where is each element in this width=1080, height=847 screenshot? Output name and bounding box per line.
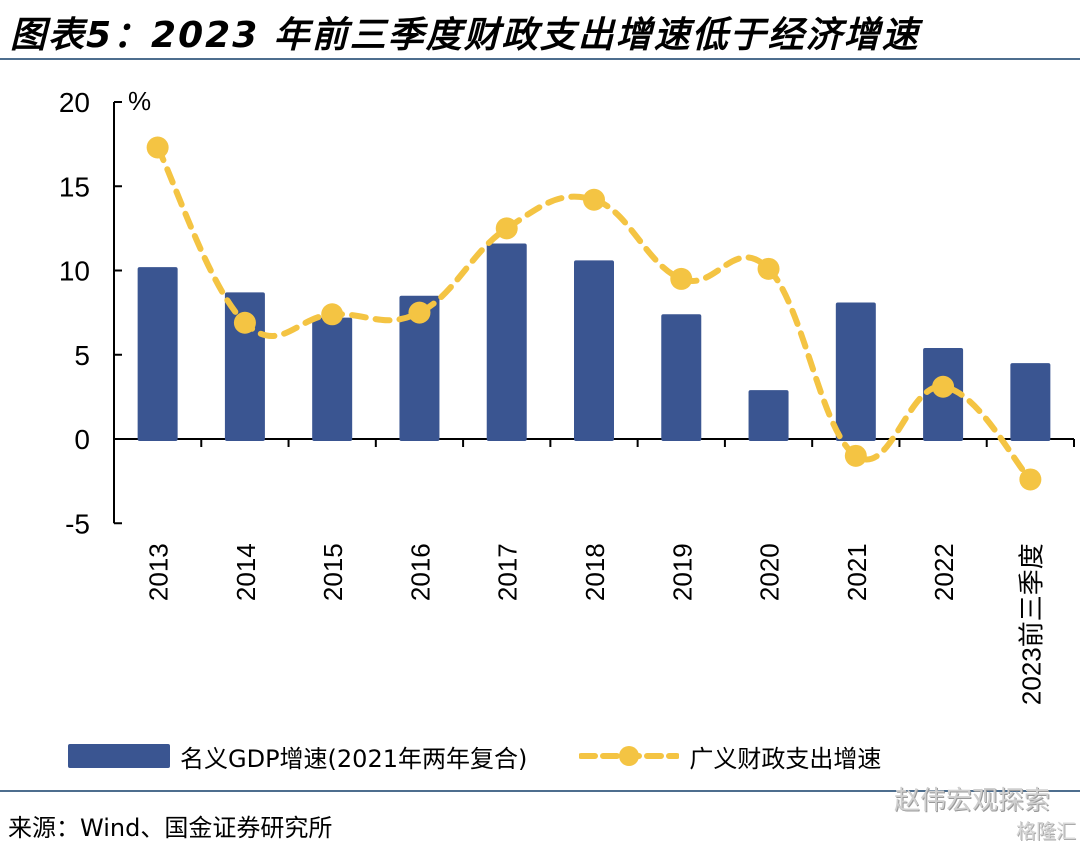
y-tick-label: 0	[74, 424, 90, 455]
x-tick-label: 2019	[667, 543, 697, 601]
x-tick-label: 2018	[580, 543, 610, 601]
line-marker	[757, 257, 780, 280]
title-divider	[0, 58, 1080, 60]
y-unit-label: %	[128, 86, 151, 116]
bar-series	[137, 243, 1051, 441]
y-tick-label: -5	[65, 508, 90, 539]
line-marker	[146, 136, 169, 159]
line-series	[146, 136, 1042, 491]
line-marker	[670, 267, 693, 290]
bar	[486, 243, 527, 441]
y-tick-label: 20	[59, 87, 90, 118]
legend-line-label: 广义财政支出增速	[689, 744, 882, 773]
x-tick-label: 2013	[144, 543, 174, 601]
legend: 名义GDP增速(2021年两年复合) 广义财政支出增速	[68, 738, 881, 774]
x-tick-label: 2020	[755, 543, 785, 601]
bar	[399, 295, 440, 441]
bar	[748, 390, 789, 441]
watermark: 赵伟宏观探索	[893, 786, 1050, 816]
x-tick-label: 2017	[493, 543, 523, 601]
legend-line-swatch	[579, 746, 680, 766]
x-tick-label: 2023前三季度	[1016, 543, 1046, 705]
line-marker	[932, 375, 955, 398]
bar	[835, 302, 876, 441]
line-marker	[321, 303, 344, 326]
x-tick-label: 2014	[231, 543, 261, 601]
watermark-logo: 格隆汇	[1016, 819, 1076, 843]
chart-title: 图表5：2023 年前三季度财政支出增速低于经济增速	[10, 15, 920, 56]
bar	[574, 260, 614, 441]
chart-area: -5 0 5 10 15 20 % 2013 2014 2015 2016 2017 2018 2019 2…	[59, 86, 1075, 705]
bar	[312, 317, 353, 441]
line-marker	[408, 301, 431, 324]
line-marker	[583, 188, 605, 211]
source-note: 来源：Wind、国金证券研究所	[8, 814, 333, 842]
bar	[661, 314, 702, 441]
x-tick-label: 2016	[405, 543, 435, 601]
legend-bar-swatch	[68, 744, 170, 768]
line-marker	[233, 311, 256, 334]
source-divider	[0, 790, 1080, 792]
tick-labels: -5 0 5 10 15 20 % 2013 2014 2015 2016 2017 2018 2019 2…	[59, 86, 1047, 705]
legend-bar-label: 名义GDP增速(2021年两年复合)	[180, 744, 528, 773]
x-tick-label: 2015	[318, 543, 348, 601]
line-marker	[495, 217, 518, 240]
x-tick-label: 2021	[842, 543, 872, 601]
line-path	[154, 144, 1034, 483]
line-marker	[844, 444, 867, 467]
y-tick-label: 15	[59, 171, 90, 202]
y-tick-label: 10	[59, 256, 90, 287]
bar	[1010, 363, 1051, 441]
line-marker	[1019, 468, 1042, 491]
bar	[137, 267, 178, 441]
x-tick-label: 2022	[929, 543, 959, 601]
y-tick-label: 5	[74, 340, 90, 371]
